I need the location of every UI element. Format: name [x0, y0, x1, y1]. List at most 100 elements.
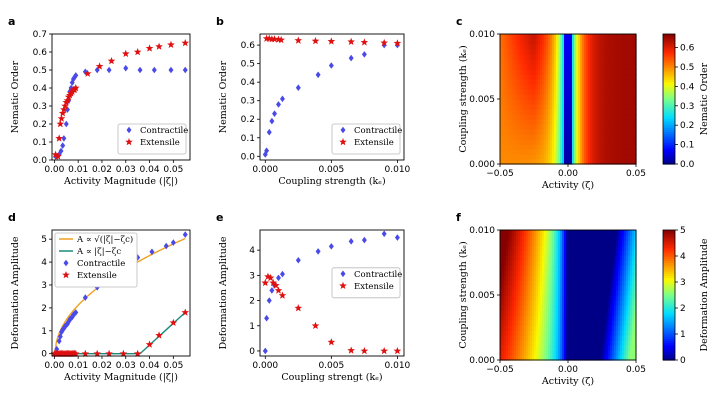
colorbar-tick-label: 1: [680, 330, 686, 340]
heatmap-cell: [602, 290, 605, 296]
heatmap-cell: [590, 39, 593, 45]
heatmap-cell: [622, 34, 625, 40]
heatmap-cell: [602, 154, 605, 160]
heatmap-cell: [604, 260, 607, 266]
heatmap-cell: [626, 305, 629, 311]
colorbar-segment: [663, 323, 675, 326]
heatmap-cell: [524, 345, 527, 351]
heatmap-cell: [508, 260, 511, 266]
heatmap-cell: [620, 355, 623, 361]
heatmap-cell: [596, 129, 599, 135]
heatmap-cell: [594, 285, 597, 291]
heatmap-cell: [502, 355, 505, 361]
heatmap-cell: [536, 64, 539, 70]
heatmap-cell: [614, 300, 617, 306]
heatmap-cell: [574, 134, 577, 140]
heatmap-cell: [556, 345, 559, 351]
heatmap-cell: [556, 295, 559, 301]
heatmap-cell: [548, 84, 551, 90]
heatmap-cell: [528, 104, 531, 110]
heatmap-cell: [624, 64, 627, 70]
heatmap-cell: [572, 300, 575, 306]
heatmap-cell: [604, 315, 607, 321]
heatmap-cell: [576, 270, 579, 276]
heatmap-cell: [590, 240, 593, 246]
heatmap-cell: [622, 355, 625, 361]
heatmap-cell: [558, 129, 561, 135]
heatmap-cell: [602, 300, 605, 306]
heatmap-cell: [502, 84, 505, 90]
heatmap-cell: [530, 345, 533, 351]
heatmap-cell: [590, 129, 593, 135]
heatmap-cell: [534, 240, 537, 246]
heatmap-cell: [518, 230, 521, 236]
heatmap-cell: [584, 345, 587, 351]
heatmap-cell: [552, 230, 555, 236]
heatmap-cell: [592, 300, 595, 306]
heatmap-cell: [550, 39, 553, 45]
heatmap-cell: [582, 49, 585, 55]
heatmap-cell: [582, 350, 585, 356]
heatmap-cell: [632, 59, 635, 65]
heatmap-cell: [620, 89, 623, 95]
heatmap-cell: [576, 280, 579, 286]
heatmap-cell: [554, 260, 557, 266]
heatmap-cell: [618, 144, 621, 150]
heatmap-cell: [566, 290, 569, 296]
heatmap-cell: [530, 39, 533, 45]
heatmap-cell: [626, 300, 629, 306]
heatmap-cell: [520, 149, 523, 155]
heatmap-cell: [558, 330, 561, 336]
heatmap-cell: [614, 285, 617, 291]
heatmap-cell: [528, 94, 531, 100]
heatmap-cell: [526, 99, 529, 105]
heatmap-cell: [618, 89, 621, 95]
heatmap-cell: [596, 54, 599, 60]
heatmap-cell: [634, 134, 637, 140]
heatmap-cell: [578, 230, 581, 236]
heatmap-cell: [566, 139, 569, 145]
heatmap-cell: [582, 325, 585, 331]
heatmap-cell: [626, 350, 629, 356]
heatmap-cell: [554, 305, 557, 311]
data-point-extensile: [347, 37, 355, 46]
heatmap-cell: [534, 250, 537, 256]
data-point-extensile: [181, 39, 190, 47]
heatmap-cell: [600, 230, 603, 236]
heatmap-cell: [568, 54, 571, 60]
heatmap-cell: [562, 230, 565, 236]
panel-label: a: [8, 15, 15, 28]
heatmap-cell: [574, 235, 577, 241]
heatmap-cell: [582, 129, 585, 135]
heatmap-cell: [562, 114, 565, 120]
heatmap-cell: [506, 275, 509, 281]
colorbar-segment: [663, 161, 675, 165]
heatmap-cell: [560, 335, 563, 341]
heatmap-cell: [548, 275, 551, 281]
heatmap-cell: [616, 245, 619, 251]
heatmap-cell: [588, 265, 591, 271]
heatmap-cell: [506, 305, 509, 311]
heatmap-cell: [622, 124, 625, 130]
heatmap-cell: [520, 280, 523, 286]
heatmap-cell: [544, 350, 547, 356]
heatmap-cell: [612, 144, 615, 150]
heatmap-cell: [622, 104, 625, 110]
heatmap-cell: [608, 335, 611, 341]
heatmap-cell: [628, 84, 631, 90]
heatmap-cell: [504, 270, 507, 276]
heatmap-cell: [616, 69, 619, 75]
heatmap-cell: [524, 315, 527, 321]
heatmap-cell: [562, 350, 565, 356]
heatmap-cell: [566, 350, 569, 356]
heatmap-cell: [596, 250, 599, 256]
data-point-contractile: [295, 256, 301, 264]
heatmap-cell: [554, 144, 557, 150]
heatmap-cell: [574, 54, 577, 60]
heatmap-cell: [602, 260, 605, 266]
heatmap-cell: [578, 275, 581, 281]
heatmap-cell: [554, 315, 557, 321]
heatmap-cell: [500, 139, 503, 145]
heatmap-cell: [592, 94, 595, 100]
heatmap-cell: [622, 154, 625, 160]
